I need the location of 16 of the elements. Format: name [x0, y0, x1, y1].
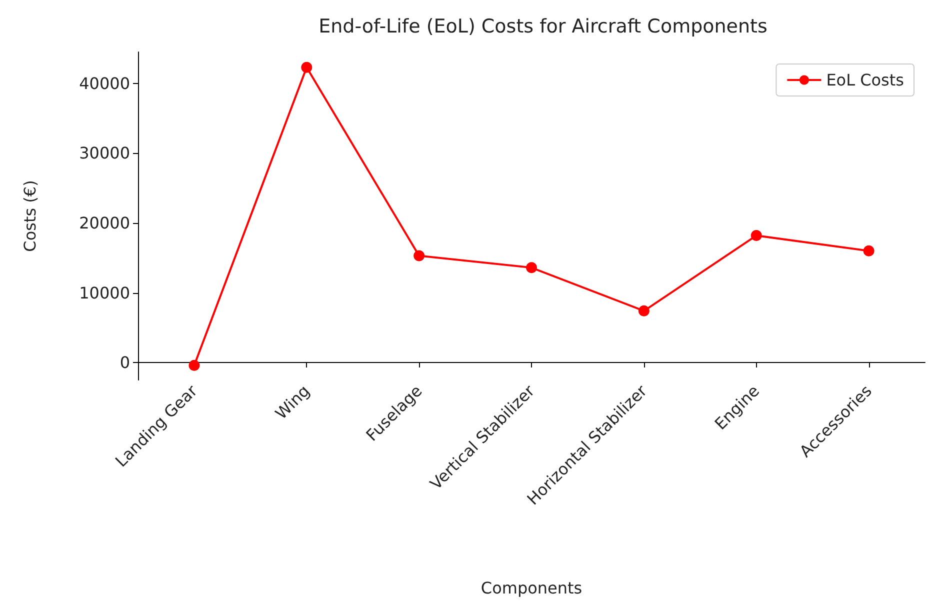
point: [863, 245, 874, 256]
y-tick-label: 10000: [79, 283, 130, 302]
point: [750, 230, 762, 242]
y-tick-label: 20000: [79, 213, 130, 232]
point: [301, 62, 312, 73]
point: [414, 250, 425, 262]
y-tick-label: 0: [120, 353, 130, 372]
point: [188, 360, 200, 371]
y-tick-label: 30000: [79, 144, 130, 163]
y-axis-title: Costs (€): [20, 180, 40, 252]
legend-label: EoL Costs: [826, 70, 904, 90]
x-axis-title: Components: [480, 578, 582, 598]
chart-title: End-of-Life (EoL) Costs for Aircraft Components: [318, 16, 768, 38]
point: [638, 305, 650, 316]
y-tick-label: 40000: [79, 74, 130, 93]
point: [526, 262, 537, 274]
